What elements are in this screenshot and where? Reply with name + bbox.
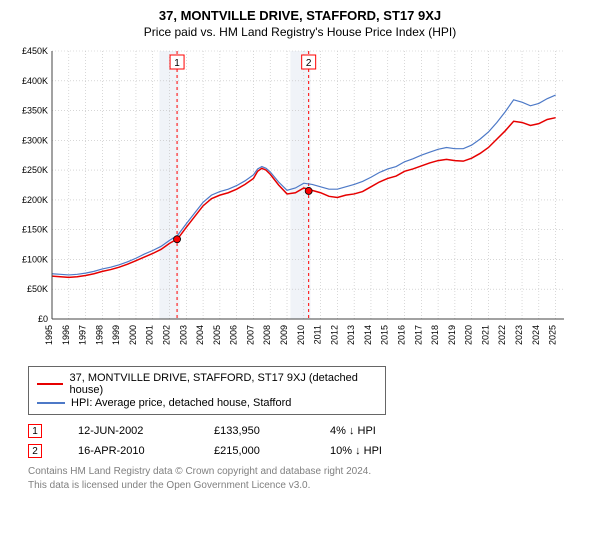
legend-swatch [37, 402, 65, 404]
svg-text:2008: 2008 [262, 325, 272, 345]
svg-text:2: 2 [306, 58, 312, 69]
svg-text:2016: 2016 [397, 325, 407, 345]
chart-subtitle: Price paid vs. HM Land Registry's House … [10, 25, 590, 39]
sale-date: 12-JUN-2002 [78, 425, 178, 437]
svg-text:2010: 2010 [296, 325, 306, 345]
sale-row: 2 16-APR-2010 £215,000 10% ↓ HPI [28, 441, 590, 461]
svg-text:2009: 2009 [279, 325, 289, 345]
svg-text:£0: £0 [38, 314, 48, 324]
svg-text:2002: 2002 [162, 325, 172, 345]
svg-text:2024: 2024 [531, 325, 541, 345]
svg-text:£350K: £350K [22, 106, 48, 116]
svg-text:£400K: £400K [22, 76, 48, 86]
svg-text:2013: 2013 [346, 325, 356, 345]
legend: 37, MONTVILLE DRIVE, STAFFORD, ST17 9XJ … [28, 366, 386, 415]
sale-price: £133,950 [214, 425, 294, 437]
svg-text:2020: 2020 [464, 325, 474, 345]
svg-text:1998: 1998 [94, 325, 104, 345]
svg-text:2025: 2025 [548, 325, 558, 345]
sale-badge: 1 [28, 424, 42, 438]
attribution-line: This data is licensed under the Open Gov… [28, 479, 590, 493]
sale-delta: 10% ↓ HPI [330, 445, 382, 457]
legend-label: HPI: Average price, detached house, Staf… [71, 397, 291, 409]
sale-price: £215,000 [214, 445, 294, 457]
svg-text:£100K: £100K [22, 254, 48, 264]
svg-text:2018: 2018 [430, 325, 440, 345]
svg-text:2011: 2011 [313, 325, 323, 344]
legend-label: 37, MONTVILLE DRIVE, STAFFORD, ST17 9XJ … [69, 372, 377, 396]
attribution-line: Contains HM Land Registry data © Crown c… [28, 465, 590, 479]
svg-text:£50K: £50K [27, 284, 48, 294]
svg-text:£450K: £450K [22, 46, 48, 56]
svg-text:2000: 2000 [128, 325, 138, 345]
svg-text:2022: 2022 [497, 325, 507, 345]
svg-text:2019: 2019 [447, 325, 457, 345]
svg-text:1995: 1995 [44, 325, 54, 345]
sale-delta: 4% ↓ HPI [330, 425, 376, 437]
svg-text:£200K: £200K [22, 195, 48, 205]
svg-text:2003: 2003 [178, 325, 188, 345]
sale-row: 1 12-JUN-2002 £133,950 4% ↓ HPI [28, 421, 590, 441]
svg-text:1999: 1999 [111, 325, 121, 345]
svg-text:2001: 2001 [145, 325, 155, 345]
svg-text:2014: 2014 [363, 325, 373, 345]
sales-table: 1 12-JUN-2002 £133,950 4% ↓ HPI 2 16-APR-2010… [28, 421, 590, 461]
svg-text:1: 1 [174, 58, 180, 69]
svg-text:2015: 2015 [380, 325, 390, 345]
svg-text:2006: 2006 [229, 325, 239, 345]
svg-text:£150K: £150K [22, 225, 48, 235]
svg-text:£250K: £250K [22, 165, 48, 175]
legend-item: HPI: Average price, detached house, Staf… [37, 397, 377, 409]
svg-text:2017: 2017 [413, 325, 423, 345]
attribution: Contains HM Land Registry data © Crown c… [28, 465, 590, 492]
svg-text:2012: 2012 [329, 325, 339, 345]
sale-date: 16-APR-2010 [78, 445, 178, 457]
svg-text:2005: 2005 [212, 325, 222, 345]
sale-badge: 2 [28, 444, 42, 458]
svg-text:1997: 1997 [78, 325, 88, 345]
svg-text:2007: 2007 [245, 325, 255, 345]
svg-text:2021: 2021 [480, 325, 490, 345]
svg-text:£300K: £300K [22, 135, 48, 145]
chart-title: 37, MONTVILLE DRIVE, STAFFORD, ST17 9XJ [10, 8, 590, 23]
svg-text:2023: 2023 [514, 325, 524, 345]
svg-text:2004: 2004 [195, 325, 205, 345]
legend-item: 37, MONTVILLE DRIVE, STAFFORD, ST17 9XJ … [37, 372, 377, 396]
line-chart: £0 £50K £100K £150K £200K £250K £300K £350K £400… [10, 45, 590, 358]
legend-swatch [37, 383, 63, 385]
svg-text:1996: 1996 [61, 325, 71, 345]
